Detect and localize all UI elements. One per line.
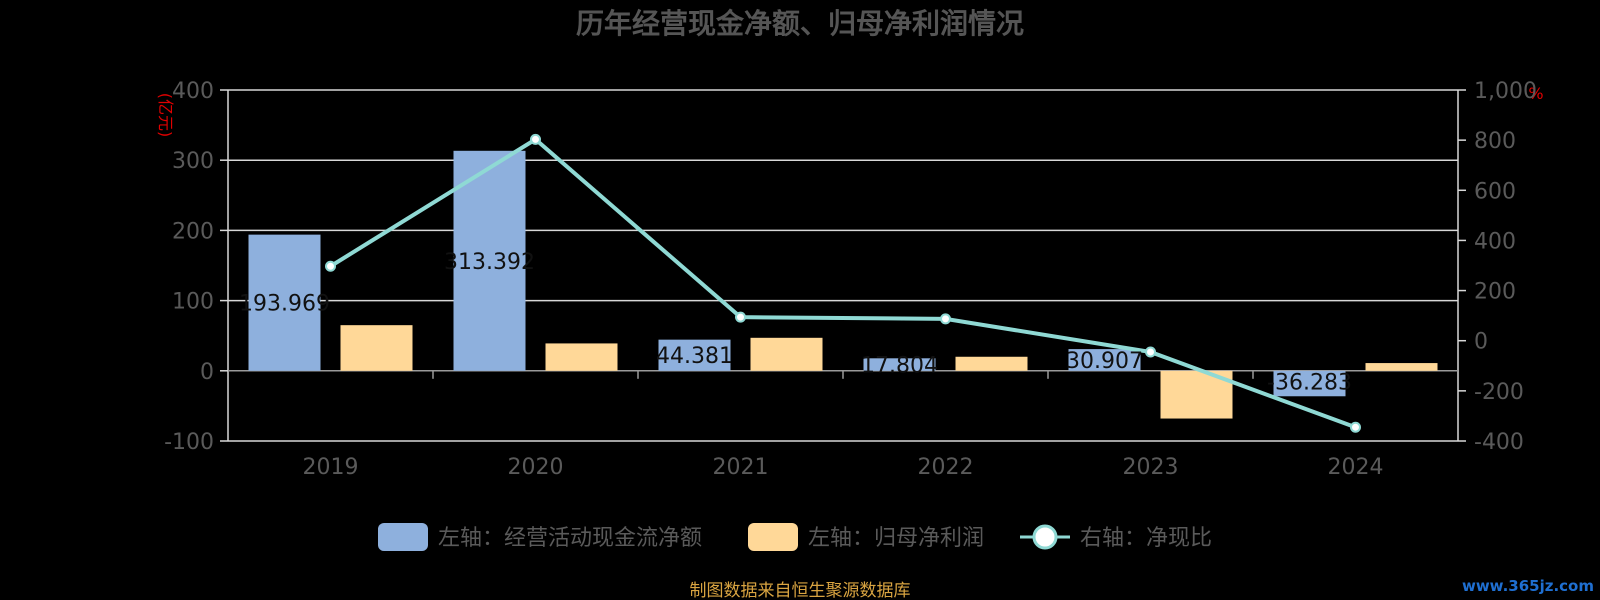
x-tick-label: 2019 [303, 455, 359, 480]
ratio-point [940, 313, 951, 325]
bar-data-label: 313.392 [444, 250, 535, 275]
left-tick-label: 100 [172, 290, 214, 315]
legend-label: 左轴：归母净利润 [808, 526, 984, 551]
legend: 左轴：经营活动现金流净额 左轴：归母净利润 右轴：净现比 [378, 523, 1212, 551]
x-tick-label: 2022 [918, 455, 974, 480]
watermark: www.365jz.com [1462, 577, 1594, 595]
x-tick-label: 2024 [1328, 455, 1384, 480]
bar-net-profit [545, 343, 618, 371]
ratio-point [735, 311, 746, 323]
ratio-line [325, 133, 1361, 433]
ratio-point [1350, 421, 1361, 433]
right-tick-label: 600 [1474, 179, 1516, 204]
legend-marker [1032, 524, 1058, 550]
bar-net-profit [1365, 363, 1438, 371]
ratio-point [530, 133, 541, 145]
right-tick-label: 200 [1474, 280, 1516, 305]
right-tick-label: -200 [1474, 380, 1524, 405]
left-tick-label: 400 [172, 79, 214, 104]
left-tick-label: 300 [172, 149, 214, 174]
right-tick-label: 0 [1474, 330, 1488, 355]
x-tick-label: 2020 [508, 455, 564, 480]
bar-operating-cash-flow [863, 358, 936, 371]
x-axis-ticks: 2019 2020 2021 2022 2023 2024 [303, 370, 1384, 480]
right-tick-label: 1,000 [1474, 79, 1537, 104]
bar-operating-cash-flow [658, 339, 731, 371]
bar-net-profit [750, 337, 823, 371]
bar-data-label: 193.969 [239, 292, 330, 317]
x-tick-label: 2023 [1123, 455, 1179, 480]
legend-swatch [378, 523, 428, 551]
ratio-point [1145, 346, 1156, 358]
bar-data-label: 44.381 [656, 344, 733, 369]
bar-operating-cash-flow [1068, 349, 1141, 371]
bar-data-label: -36.283 [1267, 371, 1352, 396]
bar-data-label: 17.804 [861, 354, 938, 379]
right-axis-ticks: 1,000 800 600 400 200 0 -200 -400 [1458, 79, 1537, 455]
bar-net-profit [955, 356, 1028, 371]
ratio-line-path [329, 136, 1357, 430]
bar-net-profit [340, 325, 413, 371]
left-axis-unit: (亿元) [156, 93, 175, 138]
ratio-point [325, 260, 336, 272]
bar-operating-cash-flow [453, 150, 526, 371]
right-tick-label: 400 [1474, 229, 1516, 254]
left-tick-label: -100 [164, 430, 214, 455]
data-source-note: 制图数据来自恒生聚源数据库 [690, 581, 911, 600]
legend-label: 右轴：净现比 [1080, 526, 1212, 551]
right-tick-label: -400 [1474, 430, 1524, 455]
left-axis-ticks: 400 300 200 100 0 -100 [164, 79, 214, 455]
right-axis-unit: % [1528, 84, 1543, 103]
left-tick-label: 200 [172, 219, 214, 244]
chart-title: 历年经营现金净额、归母净利润情况 [576, 7, 1024, 40]
bar-operating-cash-flow [248, 234, 321, 371]
bar-operating-cash-flow [1273, 370, 1346, 397]
x-tick-label: 2021 [713, 455, 769, 480]
bar-data-label: 30.907 [1066, 349, 1143, 374]
right-tick-label: 800 [1474, 129, 1516, 154]
bars [248, 150, 1438, 419]
legend-swatch [748, 523, 798, 551]
legend-label: 左轴：经营活动现金流净额 [438, 526, 702, 551]
left-tick-label: 0 [200, 360, 214, 385]
data-labels: 193.969 313.392 44.381 17.804 30.907 -36.283 [239, 250, 1352, 396]
